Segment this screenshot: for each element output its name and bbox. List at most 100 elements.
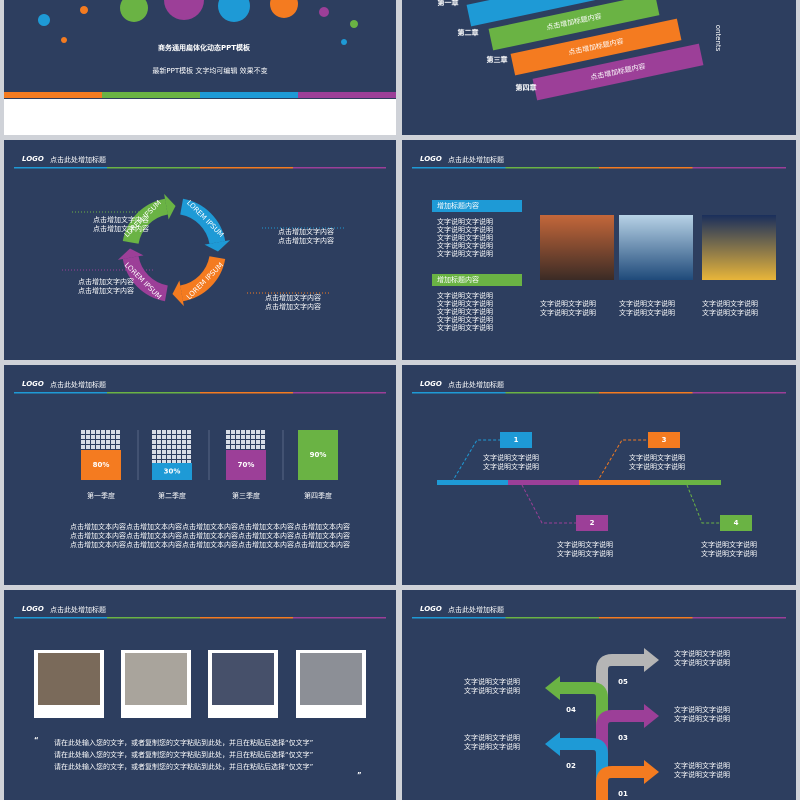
step-number: 02 <box>566 762 576 770</box>
number-text: 1 <box>514 436 519 444</box>
logo: LOGO <box>420 380 442 388</box>
header-line <box>107 167 200 169</box>
decor-circle <box>80 6 88 14</box>
step-arrow <box>560 682 608 728</box>
step-arrow <box>560 738 608 784</box>
label-box <box>432 274 522 286</box>
cycle-text: 点击增加文字内容 <box>265 302 321 311</box>
list-text: 文字说明文字说明 <box>437 299 493 308</box>
image <box>619 215 693 280</box>
grid-dot <box>251 435 255 439</box>
grid-dot <box>111 445 115 449</box>
step-text: 文字说明文字说明 <box>674 705 730 714</box>
arrow-head <box>204 240 231 252</box>
photo-caption: LOREM <box>231 707 256 715</box>
grid-dot <box>91 445 95 449</box>
grid-dot <box>106 430 110 434</box>
list-text: 文字说明文字说明 <box>437 249 493 258</box>
timeline-bar <box>579 480 650 485</box>
percent-text: 70% <box>238 461 255 469</box>
grid-dot <box>231 430 235 434</box>
color-bar <box>4 92 102 98</box>
grid-dot <box>96 445 100 449</box>
timeline-text: 文字说明文字说明 <box>557 540 613 549</box>
grid-dot <box>187 445 191 449</box>
percent-text: 80% <box>93 461 110 469</box>
grid-dot <box>256 440 260 444</box>
header-line <box>692 167 786 169</box>
grid-dot <box>81 430 85 434</box>
percent-box <box>81 450 121 480</box>
grid-dot <box>167 445 171 449</box>
grid-dot <box>162 450 166 454</box>
step-arrow-head <box>644 760 659 784</box>
grid-dot <box>187 440 191 444</box>
cover-subtitle: 最新PPT模板 文字均可编辑 效果不变 <box>152 66 267 75</box>
grid-dot <box>167 435 171 439</box>
color-bar <box>102 92 200 98</box>
label-text: 增加标题内容 <box>437 275 479 284</box>
step-text: 文字说明文字说明 <box>674 658 730 667</box>
grid-dot <box>226 440 230 444</box>
grid-dot <box>101 435 105 439</box>
dashed-connector <box>686 484 720 524</box>
step-number: 01 <box>618 790 628 798</box>
grid-dot <box>177 430 181 434</box>
grid-dot <box>86 440 90 444</box>
list-text: 文字说明文字说明 <box>437 323 493 332</box>
list-text: 文字说明文字说明 <box>437 241 493 250</box>
grid-dot <box>162 430 166 434</box>
grid-dot <box>157 455 161 459</box>
cycle-text: 点击增加文字内容 <box>78 286 134 295</box>
decor-circle <box>164 0 204 20</box>
caption-text: 文字说明文字说明 <box>702 299 758 308</box>
body-text: 点击增加文本内容点击增加文本内容点击增加文本内容点击增加文本内容点击增加文本内容 <box>70 522 350 531</box>
chapter-label: 第二章 <box>458 28 479 37</box>
dashed-connector <box>451 439 500 483</box>
grid-dot <box>116 445 120 449</box>
grid-dot <box>106 445 110 449</box>
dashed-connector <box>596 439 648 483</box>
slide: LOGO 点击此处增加标题05文字说明文字说明文字说明文字说明04文字说明文字说明… <box>402 590 796 800</box>
grid-dot <box>177 460 181 464</box>
step-arrow <box>596 766 644 800</box>
header-line <box>412 617 506 619</box>
grid-dot <box>96 430 100 434</box>
grid-dot <box>172 445 176 449</box>
cycle-text: 点击增加文字内容 <box>265 293 321 302</box>
chapter-label: 第三章 <box>487 55 508 64</box>
caption-text: 文字说明文字说明 <box>619 299 675 308</box>
color-bar <box>200 92 298 98</box>
caption-text: 文字说明文字说明 <box>619 308 675 317</box>
grid-dot <box>261 440 265 444</box>
slide: 第一章第二章第三章第四章点击增加标题内容点击增加标题内容点击增加标题内容onte… <box>402 0 796 135</box>
header-line <box>599 167 693 169</box>
grid-dot <box>81 435 85 439</box>
timeline-bar <box>650 480 721 485</box>
arrow-head <box>172 280 184 307</box>
grid-dot <box>116 435 120 439</box>
slide-title: 点击此处增加标题 <box>448 605 504 614</box>
grid-dot <box>157 460 161 464</box>
logo: LOGO <box>22 605 44 613</box>
slide: LOGO 点击此处增加标题 80% 第一季度 30% 第二季度 70% 第三季度 90% 第四季度… <box>4 365 396 585</box>
grid-dot <box>177 445 181 449</box>
grid-dot <box>187 435 191 439</box>
cycle-arrow <box>179 198 226 245</box>
grid-dot <box>106 440 110 444</box>
grid-dot <box>241 445 245 449</box>
grid-dot <box>261 430 265 434</box>
grid-dot <box>152 430 156 434</box>
header-line <box>107 617 200 619</box>
white-band <box>4 99 396 135</box>
grid-dot <box>187 450 191 454</box>
grid-dot <box>111 440 115 444</box>
timeline-text: 文字说明文字说明 <box>701 540 757 549</box>
percent-text: 30% <box>164 468 181 476</box>
step-text: 文字说明文字说明 <box>464 742 520 751</box>
grid-dot <box>226 430 230 434</box>
decor-circle <box>319 7 329 17</box>
grid-dot <box>261 435 265 439</box>
